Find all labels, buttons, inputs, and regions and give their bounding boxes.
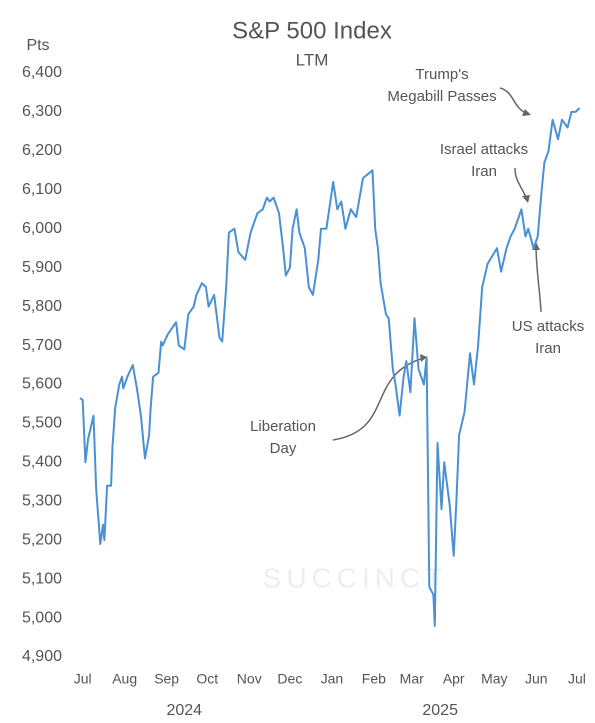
y-axis-label: Pts	[26, 37, 49, 54]
y-tick-label: 5,700	[22, 337, 62, 354]
x-tick-label: Feb	[362, 671, 386, 687]
x-tick-label: Nov	[237, 671, 262, 687]
y-tick-label: 5,400	[22, 454, 62, 471]
watermark: SUCCINCT	[263, 562, 448, 593]
year-label: 2024	[166, 702, 202, 719]
annotation: Liberation	[250, 418, 316, 435]
arrow	[499, 87, 529, 115]
y-tick-label: 6,300	[22, 103, 62, 120]
y-tick-label: 6,400	[22, 64, 62, 81]
y-tick-label: 5,800	[22, 298, 62, 315]
x-tick-label: Jan	[321, 671, 344, 687]
series-line	[79, 107, 581, 627]
annotation: Iran	[471, 163, 497, 180]
y-tick-label: 5,900	[22, 259, 62, 276]
arrow	[514, 167, 528, 201]
annotation: Trump's	[415, 66, 468, 83]
y-tick-label: 6,200	[22, 142, 62, 159]
annotation: Israel attacks	[440, 141, 528, 158]
chart-title: S&P 500 Index	[232, 17, 392, 44]
y-tick-label: 5,200	[22, 531, 62, 548]
annotation: Day	[270, 440, 297, 457]
x-tick-label: Jun	[525, 671, 548, 687]
x-tick-label: Dec	[277, 671, 302, 687]
x-tick-label: May	[481, 671, 507, 687]
arrow	[332, 357, 425, 441]
arrow-head	[522, 195, 530, 203]
arrow-heads	[420, 109, 540, 362]
y-tick-label: 6,100	[22, 181, 62, 198]
chart-subtitle: LTM	[296, 50, 329, 69]
y-tick-label: 4,900	[22, 648, 62, 665]
annotation: US attacks	[512, 318, 585, 335]
x-tick-label: Jul	[74, 671, 92, 687]
arrow-head	[522, 109, 531, 116]
x-tick-label: Sep	[154, 671, 179, 687]
annotation: Iran	[535, 340, 561, 357]
y-tick-label: 6,000	[22, 220, 62, 237]
y-tick-label: 5,000	[22, 609, 62, 626]
x-tick-label: Apr	[443, 671, 465, 687]
arrow-head	[420, 354, 427, 362]
x-tick-label: Mar	[400, 671, 424, 687]
x-tick-label: Oct	[196, 671, 218, 687]
annotation: Megabill Passes	[387, 88, 496, 105]
y-tick-label: 5,300	[22, 492, 62, 509]
y-tick-label: 5,100	[22, 570, 62, 587]
year-label: 2025	[422, 702, 458, 719]
x-tick-label: Aug	[112, 671, 137, 687]
y-tick-label: 5,500	[22, 415, 62, 432]
y-tick-label: 5,600	[22, 376, 62, 393]
x-tick-label: Jul	[568, 671, 586, 687]
arrow	[535, 244, 542, 313]
